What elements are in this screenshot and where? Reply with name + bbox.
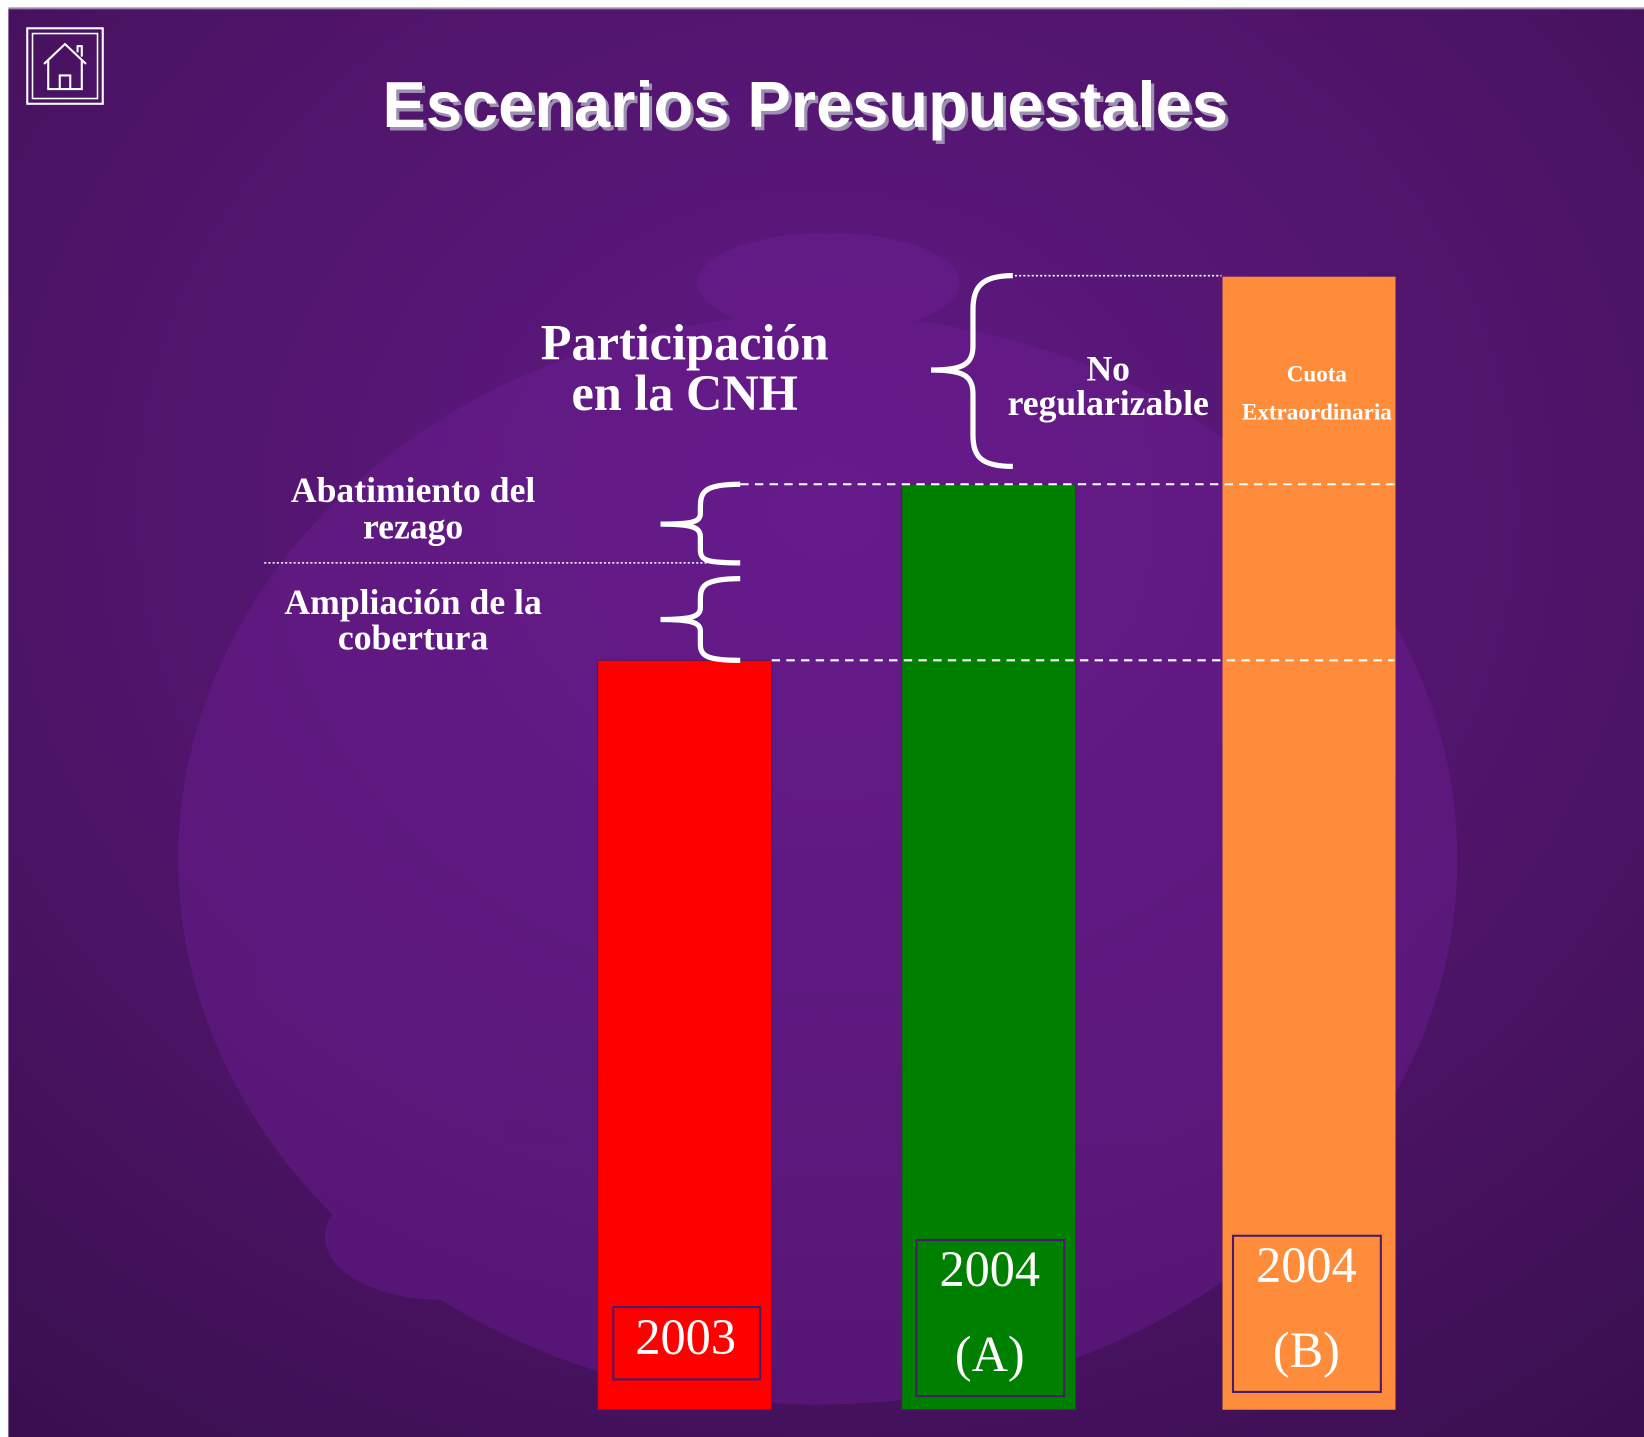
annotation: en la CNH bbox=[571, 365, 797, 421]
bar-label: (A) bbox=[955, 1326, 1025, 1382]
annotation: Abatimiento del bbox=[291, 470, 536, 510]
braces bbox=[660, 273, 1013, 663]
bar-2004b bbox=[1222, 276, 1396, 1410]
guides bbox=[264, 274, 1395, 662]
annotation: Ampliación de la bbox=[284, 582, 542, 622]
title-shadow: Escenarios Presupuestales bbox=[386, 71, 1231, 144]
bar-label: 2004 bbox=[939, 1241, 1040, 1297]
bar-2004a bbox=[901, 483, 1077, 1411]
decoration bbox=[178, 232, 1458, 1405]
bar-label: 2004 bbox=[1256, 1237, 1357, 1293]
title: Escenarios Presupuestales bbox=[383, 68, 1228, 141]
bar-label: (B) bbox=[1273, 1322, 1340, 1378]
bar-label: 2003 bbox=[635, 1309, 736, 1365]
annotation: Participación bbox=[541, 315, 829, 371]
annotation: rezago bbox=[363, 507, 463, 547]
label-boxes bbox=[612, 1234, 1382, 1398]
bar-2003 bbox=[597, 659, 773, 1411]
annotation: Cuota bbox=[1287, 361, 1348, 387]
annotation: No bbox=[1086, 348, 1130, 388]
home-button[interactable] bbox=[26, 27, 104, 105]
annotation: Extraordinaria bbox=[1242, 398, 1392, 424]
annotation: cobertura bbox=[338, 618, 489, 658]
annotation: regularizable bbox=[1008, 383, 1209, 423]
